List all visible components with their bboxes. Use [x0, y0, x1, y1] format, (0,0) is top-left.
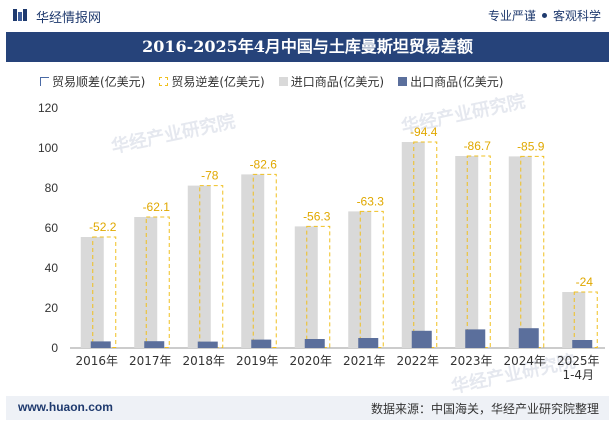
export-bar [90, 341, 111, 348]
y-tick-label: 80 [45, 181, 59, 195]
x-tick-label: 2020年 [289, 354, 332, 368]
x-tick-label: 2018年 [182, 354, 225, 368]
y-tick-label: 120 [38, 101, 58, 115]
brand-name: 华经情报网 [36, 11, 102, 26]
legend-label-export: 出口商品(亿美元) [410, 74, 504, 89]
deficit-data-label: -62.1 [143, 200, 171, 214]
import-bar [241, 174, 265, 348]
legend-label-import: 进口商品(亿美元) [290, 74, 385, 89]
y-tick-label: 60 [45, 221, 59, 235]
deficit-data-label: -85.9 [517, 139, 545, 153]
chart-legend: 贸易顺差(亿美元) 贸易逆差(亿美元) 进口商品(亿美元) 出口商品(亿美元) [40, 72, 504, 90]
legend-swatch-surplus [40, 76, 49, 86]
export-bar [197, 341, 218, 348]
export-bar [304, 339, 325, 348]
export-bar [251, 339, 272, 348]
deficit-data-label: -63.3 [357, 194, 385, 208]
legend-item-deficit: 贸易逆差(亿美元) [159, 73, 265, 90]
deficit-box [573, 291, 598, 348]
footer-bar: www.huaon.com 数据来源：中国海关，华经产业研究院整理 [6, 396, 609, 420]
export-bar [465, 329, 486, 348]
deficit-data-label: -94.4 [410, 125, 438, 139]
legend-label-surplus: 贸易顺差(亿美元) [52, 74, 146, 89]
export-bar [411, 330, 432, 348]
y-tick-label: 20 [45, 301, 59, 315]
footer-website: www.huaon.com [18, 400, 113, 414]
deficit-data-label: -78 [201, 169, 219, 183]
legend-swatch-deficit [159, 76, 169, 86]
x-tick-label: 2023年 [450, 354, 493, 368]
export-bar [144, 341, 165, 348]
title-bar: 2016-2025年4月中国与土库曼斯坦贸易差额 [6, 32, 609, 62]
x-tick-label: 2016年 [75, 354, 118, 368]
export-bar [518, 328, 539, 348]
x-tick-label: 2021年 [343, 354, 386, 368]
x-tick-label: 2025年 [557, 354, 600, 368]
x-tick-label: 2019年 [236, 354, 279, 368]
x-tick-label: 2017年 [129, 354, 172, 368]
legend-item-surplus: 贸易顺差(亿美元) [40, 73, 145, 90]
legend-item-export: 出口商品(亿美元) [398, 73, 504, 90]
deficit-data-label: -56.3 [303, 209, 331, 223]
x-tick-label: 2022年 [396, 354, 439, 368]
huajing-logo-icon [13, 9, 27, 21]
deficit-data-label: -86.7 [464, 139, 492, 153]
deficit-box [92, 236, 117, 348]
legend-swatch-import [278, 76, 288, 86]
slogan-left: 专业严谨 [487, 9, 536, 23]
deficit-data-label: -52.2 [89, 220, 117, 234]
y-tick-label: 0 [51, 341, 58, 355]
legend-label-deficit: 贸易逆差(亿美元) [171, 74, 265, 89]
legend-item-import: 进口商品(亿美元) [278, 73, 385, 90]
slogan: 专业严谨 客观科学 [488, 7, 601, 24]
y-tick-label: 40 [45, 261, 59, 275]
legend-swatch-export [398, 76, 408, 86]
export-bar [358, 338, 379, 348]
trade-balance-chart: 0 20 40 60 80 100 120 -52.2 2016年 -62.1 2017年 -78 20… [38, 101, 605, 382]
footer-source: 数据来源：中国海关，华经产业研究院整理 [370, 402, 599, 416]
deficit-data-label: -24 [576, 275, 594, 289]
x-tick-label: 1-4月 [562, 368, 594, 382]
x-tick-label: 2024年 [503, 354, 546, 368]
deficit-data-label: -82.6 [250, 157, 278, 171]
export-bar [572, 340, 593, 348]
y-tick-label: 100 [38, 141, 58, 155]
chart-title: 2016-2025年4月中国与土库曼斯坦贸易差额 [142, 37, 473, 56]
top-bar: 华经情报网 专业严谨 客观科学 [0, 0, 615, 30]
slogan-dot-icon [541, 13, 547, 18]
import-bar [348, 211, 372, 348]
slogan-right: 客观科学 [552, 9, 601, 23]
